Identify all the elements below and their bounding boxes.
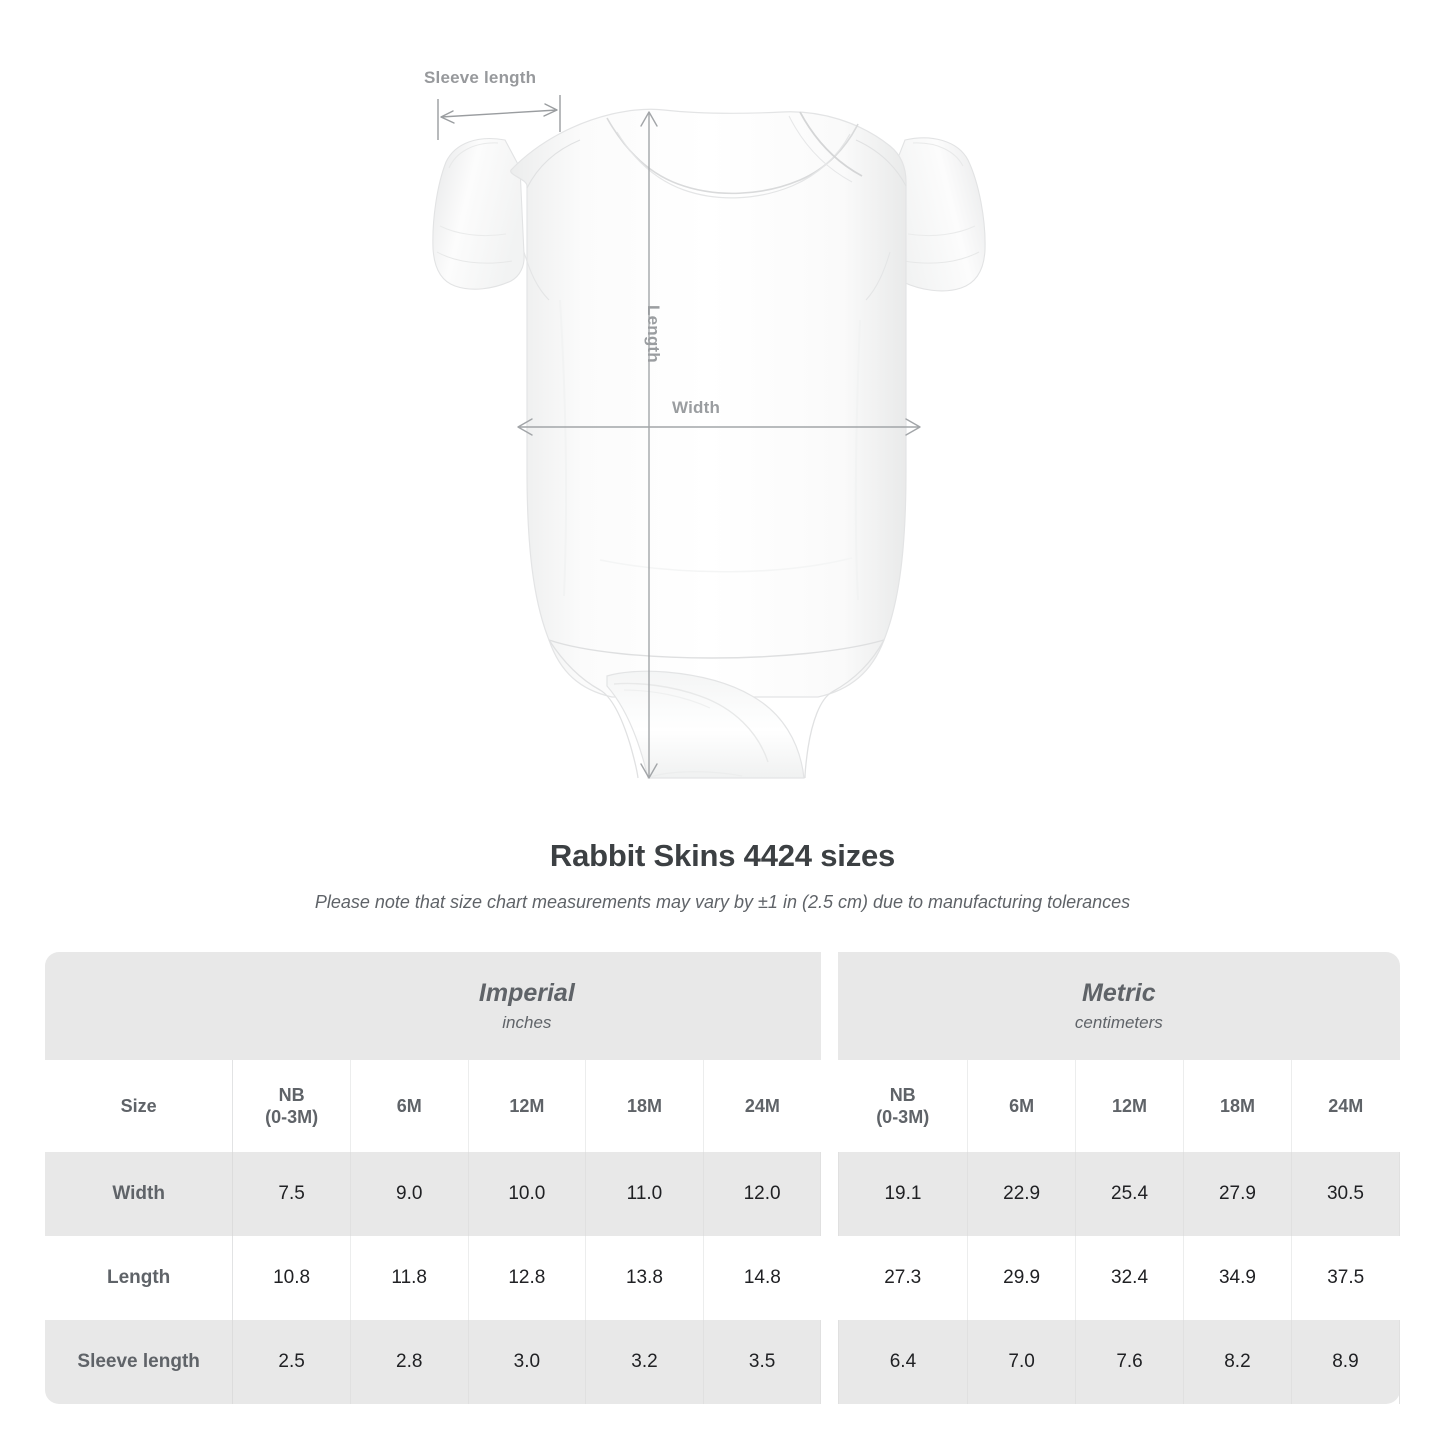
header-metric-18m: 18M <box>1183 1060 1292 1152</box>
cell-length-imperial-6m: 11.8 <box>350 1236 469 1320</box>
cell-sleeve-imperial-12m: 3.0 <box>468 1320 587 1404</box>
header-imperial-12m: 12M <box>468 1060 587 1152</box>
section-gap <box>820 952 839 1060</box>
unit-sub-metric: centimeters <box>1074 1013 1163 1033</box>
unit-banner-row: Imperial inches Metric centimeters <box>45 952 1400 1060</box>
cell-sleeve-metric-12m: 7.6 <box>1075 1320 1184 1404</box>
bodysuit-diagram <box>432 95 986 779</box>
cell-length-metric-nb: 27.3 <box>838 1236 969 1320</box>
size-table-wrapper: Imperial inches Metric centimeters Size … <box>45 952 1401 1404</box>
garment-illustration: Sleeve length Width Length <box>424 68 986 779</box>
cell-sleeve-imperial-24m: 3.5 <box>703 1320 822 1404</box>
cell-length-imperial-24m: 14.8 <box>703 1236 821 1320</box>
unit-section-imperial: Imperial inches <box>232 952 821 1060</box>
cell-sleeve-imperial-6m: 2.8 <box>350 1320 469 1404</box>
cell-width-metric-12m: 25.4 <box>1075 1152 1184 1236</box>
header-imperial-18m: 18M <box>585 1060 704 1152</box>
row-label-length: Length <box>45 1236 234 1320</box>
row-label-sleeve-length: Sleeve length <box>45 1320 234 1404</box>
length-label: Length <box>644 305 663 363</box>
width-label: Width <box>672 398 721 417</box>
heading-block: Rabbit Skins 4424 sizes Please note that… <box>0 838 1445 913</box>
table-row: Width 7.5 9.0 10.0 11.0 12.0 19.1 22.9 2… <box>45 1152 1401 1236</box>
header-metric-12m: 12M <box>1075 1060 1184 1152</box>
header-main: NB <box>278 1084 305 1105</box>
cell-length-imperial-12m: 12.8 <box>468 1236 587 1320</box>
row-gap <box>820 1320 839 1404</box>
row-gap <box>820 1152 839 1236</box>
unit-section-metric: Metric centimeters <box>838 952 1400 1060</box>
unit-name-metric: Metric <box>1082 978 1156 1007</box>
row-label-width: Width <box>45 1152 234 1236</box>
size-header-row: Size NB (0-3M) 6M 12M 18M 24M NB (0-3M) … <box>45 1060 1400 1152</box>
header-imperial-24m: 24M <box>703 1060 821 1152</box>
cell-sleeve-metric-24m: 8.9 <box>1291 1320 1401 1404</box>
cell-sleeve-metric-nb: 6.4 <box>838 1320 969 1404</box>
cell-length-imperial-nb: 10.8 <box>232 1236 351 1320</box>
cell-width-metric-24m: 30.5 <box>1291 1152 1401 1236</box>
header-main: NB <box>889 1084 916 1105</box>
crotch-snap-panel <box>606 670 805 779</box>
header-size-label: Size <box>45 1060 234 1152</box>
header-sub: (0-3M) <box>265 1107 319 1127</box>
cell-length-metric-6m: 29.9 <box>967 1236 1077 1320</box>
length-annotation <box>640 111 658 779</box>
leg-openings <box>548 639 885 779</box>
cell-length-metric-12m: 32.4 <box>1075 1236 1184 1320</box>
header-imperial-6m: 6M <box>350 1060 469 1152</box>
cell-width-imperial-12m: 10.0 <box>468 1152 587 1236</box>
cell-length-metric-24m: 37.5 <box>1291 1236 1400 1320</box>
page-title: Rabbit Skins 4424 sizes <box>549 838 896 873</box>
sleeve-length-annotation <box>437 95 561 140</box>
bodysuit-body <box>510 108 907 698</box>
header-metric-nb: NB (0-3M) <box>838 1060 969 1152</box>
size-table: Imperial inches Metric centimeters Size … <box>45 952 1401 1404</box>
header-metric-6m: 6M <box>967 1060 1077 1152</box>
left-sleeve <box>432 138 525 290</box>
cell-sleeve-imperial-nb: 2.5 <box>232 1320 351 1404</box>
tolerance-note: Please note that size chart measurements… <box>314 892 1131 912</box>
header-imperial-nb: NB (0-3M) <box>232 1060 351 1152</box>
unit-name-imperial: Imperial <box>478 978 575 1007</box>
cell-sleeve-metric-6m: 7.0 <box>967 1320 1077 1404</box>
row-gap <box>820 1236 839 1320</box>
sleeve-length-label: Sleeve length <box>424 68 537 87</box>
table-row: Sleeve length 2.5 2.8 3.0 3.2 3.5 6.4 7.… <box>45 1320 1401 1404</box>
table-row: Length 10.8 11.8 12.8 13.8 14.8 27.3 29.… <box>45 1236 1400 1320</box>
header-metric-24m: 24M <box>1291 1060 1400 1152</box>
cell-width-imperial-nb: 7.5 <box>232 1152 351 1236</box>
cell-length-imperial-18m: 13.8 <box>585 1236 704 1320</box>
unit-sub-imperial: inches <box>502 1013 552 1033</box>
cell-width-metric-nb: 19.1 <box>838 1152 969 1236</box>
header-sub: (0-3M) <box>876 1107 930 1127</box>
width-annotation <box>517 418 921 436</box>
cell-width-imperial-24m: 12.0 <box>703 1152 822 1236</box>
cell-sleeve-imperial-18m: 3.2 <box>585 1320 704 1404</box>
cell-width-metric-18m: 27.9 <box>1183 1152 1292 1236</box>
cell-width-imperial-18m: 11.0 <box>585 1152 704 1236</box>
unit-banner-spacer <box>45 952 233 1060</box>
cell-sleeve-metric-18m: 8.2 <box>1183 1320 1292 1404</box>
cell-width-imperial-6m: 9.0 <box>350 1152 469 1236</box>
cell-length-metric-18m: 34.9 <box>1183 1236 1292 1320</box>
header-gap <box>820 1060 839 1152</box>
cell-width-metric-6m: 22.9 <box>967 1152 1077 1236</box>
